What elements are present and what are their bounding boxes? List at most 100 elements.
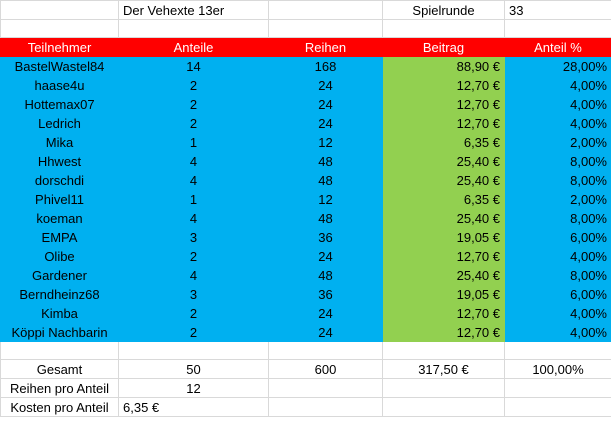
header-anteile[interactable]: Anteile — [118, 37, 269, 57]
participant-anteile[interactable]: 3 — [118, 284, 269, 304]
participant-name[interactable]: Phivel11 — [0, 189, 119, 209]
empty-cell[interactable] — [268, 378, 383, 398]
participant-beitrag[interactable]: 12,70 € — [382, 303, 505, 323]
participant-name[interactable]: Hhwest — [0, 151, 119, 171]
participant-name[interactable]: Hottemax07 — [0, 94, 119, 114]
participant-beitrag[interactable]: 25,40 € — [382, 170, 505, 190]
participant-anteile[interactable]: 2 — [118, 303, 269, 323]
participant-anteile[interactable]: 4 — [118, 208, 269, 228]
empty-cell[interactable] — [382, 397, 505, 417]
kosten-pro-anteil-value[interactable]: 6,35 € — [118, 397, 269, 417]
participant-anteile[interactable]: 2 — [118, 75, 269, 95]
participant-beitrag[interactable]: 12,70 € — [382, 246, 505, 266]
kosten-pro-anteil-label[interactable]: Kosten pro Anteil — [0, 397, 119, 417]
participant-name[interactable]: Mika — [0, 132, 119, 152]
participant-reihen[interactable]: 168 — [268, 56, 383, 76]
empty-cell[interactable] — [504, 341, 611, 360]
empty-cell[interactable] — [268, 19, 383, 38]
participant-pct[interactable]: 2,00% — [504, 132, 611, 152]
participant-reihen[interactable]: 48 — [268, 265, 383, 285]
participant-beitrag[interactable]: 25,40 € — [382, 151, 505, 171]
participant-name[interactable]: haase4u — [0, 75, 119, 95]
participant-name[interactable]: Gardener — [0, 265, 119, 285]
participant-anteile[interactable]: 4 — [118, 170, 269, 190]
participant-reihen[interactable]: 12 — [268, 189, 383, 209]
empty-cell[interactable] — [0, 19, 119, 38]
participant-reihen[interactable]: 36 — [268, 284, 383, 304]
participant-beitrag[interactable]: 12,70 € — [382, 75, 505, 95]
participant-name[interactable]: Berndheinz68 — [0, 284, 119, 304]
participant-name[interactable]: koeman — [0, 208, 119, 228]
cell-c1[interactable] — [268, 0, 383, 20]
participant-anteile[interactable]: 2 — [118, 113, 269, 133]
totals-label[interactable]: Gesamt — [0, 359, 119, 379]
empty-cell[interactable] — [382, 341, 505, 360]
participant-reihen[interactable]: 24 — [268, 322, 383, 342]
participant-beitrag[interactable]: 6,35 € — [382, 132, 505, 152]
participant-pct[interactable]: 8,00% — [504, 208, 611, 228]
empty-cell[interactable] — [504, 378, 611, 398]
participant-pct[interactable]: 4,00% — [504, 75, 611, 95]
totals-reihen[interactable]: 600 — [268, 359, 383, 379]
participant-beitrag[interactable]: 19,05 € — [382, 284, 505, 304]
participant-beitrag[interactable]: 25,40 € — [382, 208, 505, 228]
participant-anteile[interactable]: 1 — [118, 132, 269, 152]
header-beitrag[interactable]: Beitrag — [382, 37, 505, 57]
participant-pct[interactable]: 4,00% — [504, 94, 611, 114]
participant-pct[interactable]: 4,00% — [504, 322, 611, 342]
round-label-cell[interactable]: Spielrunde — [382, 0, 505, 20]
participant-name[interactable]: Köppi Nachbarin — [0, 322, 119, 342]
participant-anteile[interactable]: 2 — [118, 94, 269, 114]
empty-cell[interactable] — [118, 341, 269, 360]
empty-cell[interactable] — [118, 19, 269, 38]
participant-beitrag[interactable]: 12,70 € — [382, 94, 505, 114]
reihen-pro-anteil-value[interactable]: 12 — [118, 378, 269, 398]
participant-anteile[interactable]: 3 — [118, 227, 269, 247]
participant-beitrag[interactable]: 6,35 € — [382, 189, 505, 209]
empty-cell[interactable] — [268, 397, 383, 417]
participant-anteile[interactable]: 4 — [118, 151, 269, 171]
participant-reihen[interactable]: 36 — [268, 227, 383, 247]
header-anteil-pct[interactable]: Anteil % — [504, 37, 611, 57]
participant-beitrag[interactable]: 19,05 € — [382, 227, 505, 247]
cell-a1[interactable] — [0, 0, 119, 20]
participant-pct[interactable]: 4,00% — [504, 246, 611, 266]
reihen-pro-anteil-label[interactable]: Reihen pro Anteil — [0, 378, 119, 398]
totals-anteile[interactable]: 50 — [118, 359, 269, 379]
participant-beitrag[interactable]: 25,40 € — [382, 265, 505, 285]
participant-anteile[interactable]: 4 — [118, 265, 269, 285]
participant-anteile[interactable]: 1 — [118, 189, 269, 209]
empty-cell[interactable] — [268, 341, 383, 360]
participant-pct[interactable]: 8,00% — [504, 170, 611, 190]
header-reihen[interactable]: Reihen — [268, 37, 383, 57]
participant-reihen[interactable]: 48 — [268, 151, 383, 171]
participant-pct[interactable]: 4,00% — [504, 113, 611, 133]
participant-pct[interactable]: 8,00% — [504, 265, 611, 285]
participant-pct[interactable]: 28,00% — [504, 56, 611, 76]
participant-reihen[interactable]: 12 — [268, 132, 383, 152]
participant-pct[interactable]: 4,00% — [504, 303, 611, 323]
participant-reihen[interactable]: 24 — [268, 113, 383, 133]
participant-reihen[interactable]: 24 — [268, 303, 383, 323]
participant-beitrag[interactable]: 12,70 € — [382, 113, 505, 133]
participant-reihen[interactable]: 48 — [268, 208, 383, 228]
participant-anteile[interactable]: 2 — [118, 322, 269, 342]
empty-cell[interactable] — [382, 378, 505, 398]
participant-anteile[interactable]: 2 — [118, 246, 269, 266]
round-value-cell[interactable]: 33 — [504, 0, 611, 20]
participant-name[interactable]: dorschdi — [0, 170, 119, 190]
title-cell[interactable]: Der Vehexte 13er — [118, 0, 269, 20]
empty-cell[interactable] — [504, 19, 611, 38]
participant-pct[interactable]: 6,00% — [504, 284, 611, 304]
totals-beitrag[interactable]: 317,50 € — [382, 359, 505, 379]
participant-pct[interactable]: 2,00% — [504, 189, 611, 209]
participant-reihen[interactable]: 24 — [268, 246, 383, 266]
participant-anteile[interactable]: 14 — [118, 56, 269, 76]
empty-cell[interactable] — [0, 341, 119, 360]
participant-name[interactable]: Kimba — [0, 303, 119, 323]
participant-pct[interactable]: 8,00% — [504, 151, 611, 171]
participant-name[interactable]: BastelWastel84 — [0, 56, 119, 76]
participant-reihen[interactable]: 24 — [268, 75, 383, 95]
participant-name[interactable]: EMPA — [0, 227, 119, 247]
empty-cell[interactable] — [382, 19, 505, 38]
